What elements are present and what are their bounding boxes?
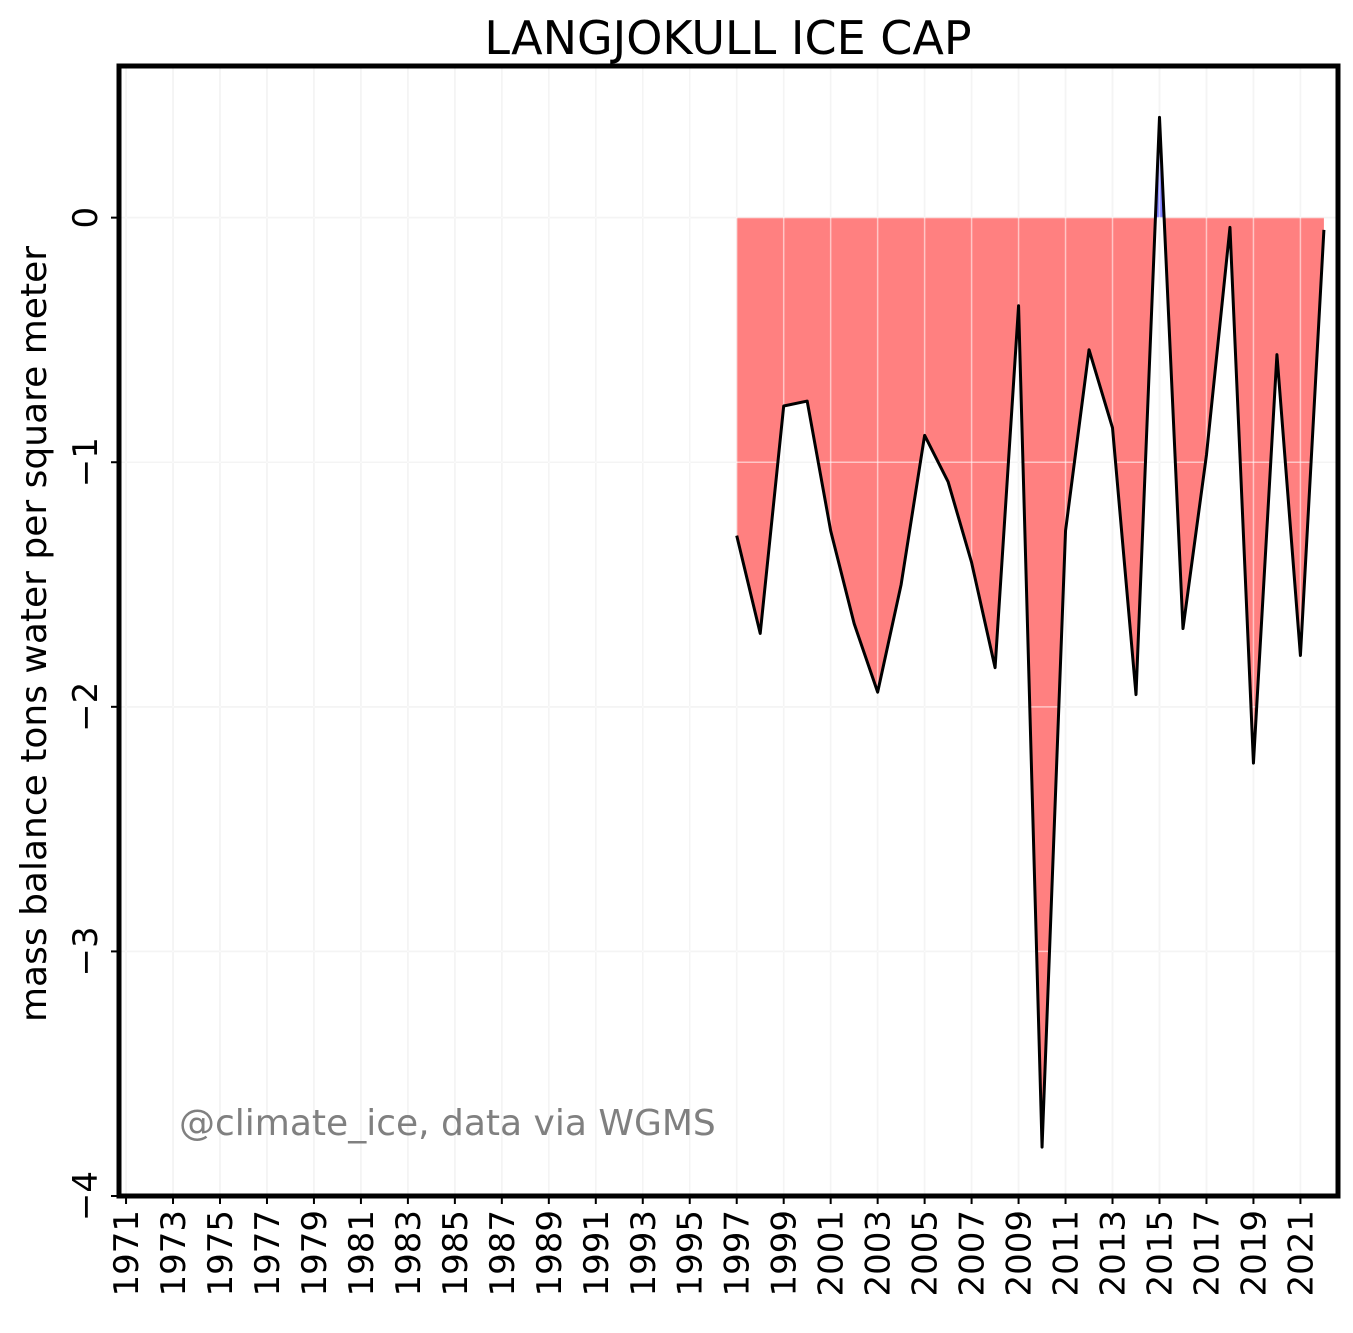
credit-annotation: @climate_ice, data via WGMS	[179, 1103, 716, 1144]
chart-title: LANGJOKULL ICE CAP	[484, 11, 971, 65]
positive-balance-fill	[736, 117, 1324, 218]
x-tick-label: 1975	[201, 1210, 241, 1297]
x-tick-label: 2013	[1094, 1210, 1134, 1297]
x-tick-label: 1987	[483, 1210, 523, 1297]
plot-frame	[116, 63, 1341, 1199]
x-tick-label: 1983	[389, 1210, 429, 1297]
mass-balance-line	[735, 115, 1326, 1149]
y-tick-label: −1	[66, 437, 106, 487]
y-tick-label: 0	[66, 207, 106, 229]
x-tick-label: 2021	[1281, 1210, 1321, 1297]
x-tick-label: 2003	[859, 1210, 899, 1297]
y-axis-label: mass balance tons water per square meter	[14, 246, 55, 1022]
x-tick-label: 2009	[1000, 1210, 1040, 1297]
y-tick-label: −3	[66, 926, 106, 976]
x-tick-label: 1985	[436, 1210, 476, 1297]
x-tick-label: 1997	[718, 1210, 758, 1297]
x-tick-label: 2015	[1140, 1210, 1180, 1297]
x-tick-label: 2001	[812, 1210, 852, 1297]
x-tick-label: 1973	[154, 1210, 194, 1297]
y-tick-label: −4	[66, 1171, 106, 1221]
x-tick-label: 1971	[107, 1210, 147, 1297]
x-tick-label: 1991	[577, 1210, 617, 1297]
x-tick-label: 2005	[906, 1210, 946, 1297]
x-tick-label: 1989	[530, 1210, 570, 1297]
x-tick-label: 2019	[1234, 1210, 1274, 1297]
x-tick-label: 1977	[248, 1210, 288, 1297]
x-tick-label: 1981	[342, 1210, 382, 1297]
x-tick-label: 1999	[765, 1210, 805, 1297]
series-line	[735, 115, 1326, 1149]
x-tick-label: 2011	[1047, 1210, 1087, 1297]
x-tick-label: 1979	[295, 1210, 335, 1297]
x-tick-label: 1995	[671, 1210, 711, 1297]
x-tick-label: 2017	[1187, 1210, 1227, 1297]
x-tick-label: 2007	[953, 1210, 993, 1297]
y-tick-label: −2	[66, 682, 106, 732]
x-tick-label: 1993	[624, 1210, 664, 1297]
